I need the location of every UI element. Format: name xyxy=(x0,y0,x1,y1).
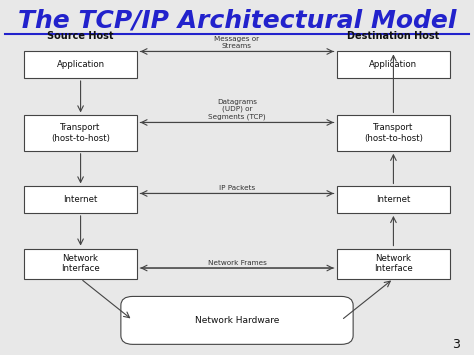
FancyBboxPatch shape xyxy=(337,248,450,279)
FancyBboxPatch shape xyxy=(337,115,450,151)
Text: Application: Application xyxy=(369,60,418,69)
Text: Datagrams
(UDP) or
Segments (TCP): Datagrams (UDP) or Segments (TCP) xyxy=(208,99,266,120)
Text: Network
Interface: Network Interface xyxy=(374,254,413,273)
Text: Source Host: Source Host xyxy=(47,31,114,41)
Text: 3: 3 xyxy=(452,338,460,351)
FancyBboxPatch shape xyxy=(24,248,137,279)
Text: IP Packets: IP Packets xyxy=(219,185,255,191)
Text: Network Frames: Network Frames xyxy=(208,260,266,266)
FancyBboxPatch shape xyxy=(337,51,450,78)
Text: Network
Interface: Network Interface xyxy=(61,254,100,273)
Text: Transport
(host-to-host): Transport (host-to-host) xyxy=(51,124,110,143)
Text: Messages or
Streams: Messages or Streams xyxy=(214,36,260,49)
Text: Application: Application xyxy=(56,60,105,69)
Text: Network Hardware: Network Hardware xyxy=(195,316,279,325)
FancyBboxPatch shape xyxy=(337,186,450,213)
Text: The TCP/IP Architectural Model: The TCP/IP Architectural Model xyxy=(18,9,456,33)
Text: Internet: Internet xyxy=(376,195,410,204)
Text: Internet: Internet xyxy=(64,195,98,204)
FancyBboxPatch shape xyxy=(24,51,137,78)
Text: Transport
(host-to-host): Transport (host-to-host) xyxy=(364,124,423,143)
FancyBboxPatch shape xyxy=(121,296,353,344)
FancyBboxPatch shape xyxy=(24,115,137,151)
FancyBboxPatch shape xyxy=(24,186,137,213)
Text: Destination Host: Destination Host xyxy=(347,31,439,41)
